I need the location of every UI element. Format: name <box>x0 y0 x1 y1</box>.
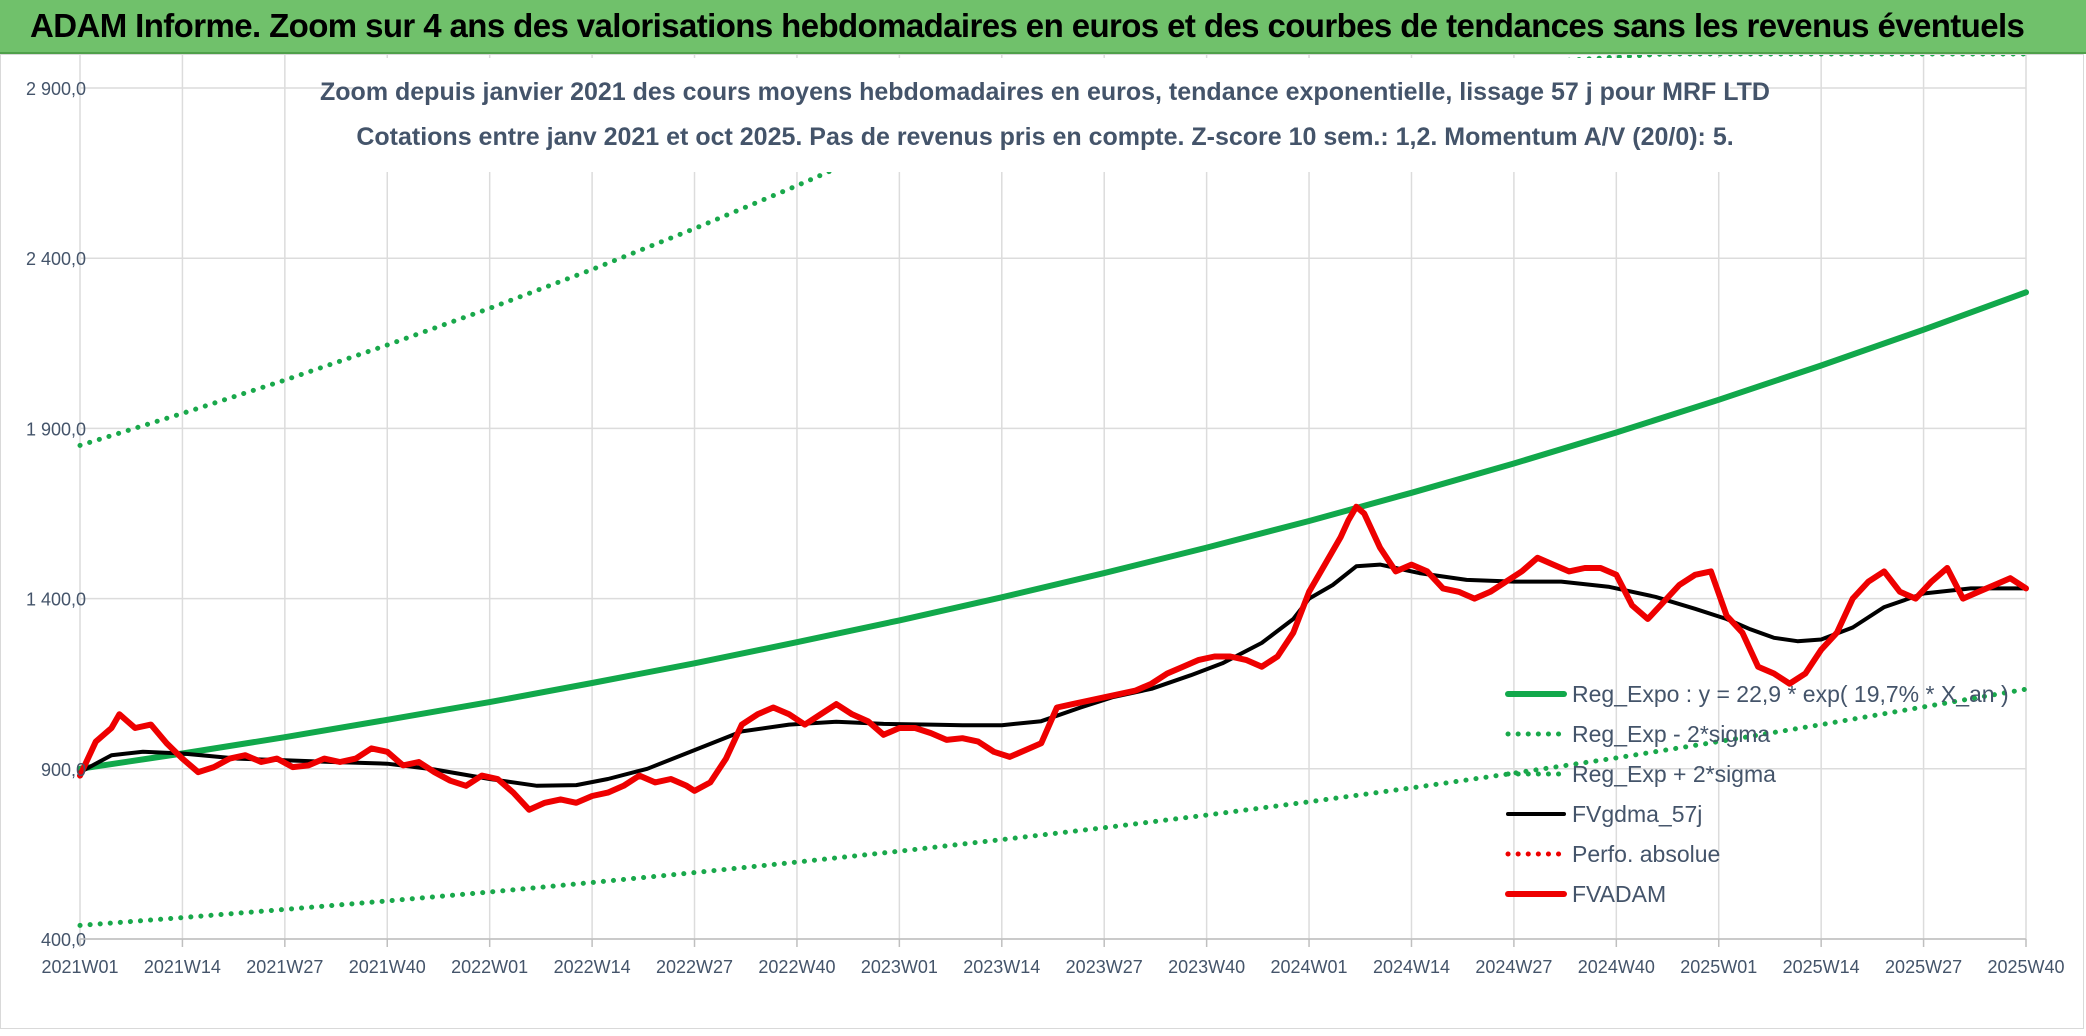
x-tick-label: 2023W40 <box>1168 957 1245 977</box>
legend-label: FVgdma_57j <box>1572 801 1702 827</box>
x-tick-label: 2021W01 <box>41 957 118 977</box>
legend-label: Perfo. absolue <box>1572 841 1720 867</box>
gridlines <box>79 54 2027 940</box>
series-layer <box>77 51 2029 928</box>
x-tick-label: 2023W27 <box>1066 957 1143 977</box>
chart-subtitle: Cotations entre janv 2021 et oct 2025. P… <box>356 123 1733 151</box>
chart-title: Zoom depuis janvier 2021 des cours moyen… <box>320 78 1770 106</box>
legend-label: Reg_Exp + 2*sigma <box>1572 761 1776 787</box>
report-title: ADAM Informe. Zoom sur 4 ans des valoris… <box>30 7 2025 44</box>
x-tick-label: 2024W27 <box>1475 957 1552 977</box>
legend-label: FVADAM <box>1572 881 1666 907</box>
y-tick-label: 2 400,0 <box>26 249 86 269</box>
x-tick-label: 2025W14 <box>1783 957 1860 977</box>
title-backdrop <box>358 58 1730 172</box>
x-tick-label: 2022W40 <box>758 957 835 977</box>
x-tick-label: 2024W40 <box>1578 957 1655 977</box>
x-tick-label: 2025W27 <box>1885 957 1962 977</box>
y-tick-label: 900,0 <box>41 760 86 780</box>
x-tick-label: 2022W14 <box>554 957 631 977</box>
x-tick-label: 2023W01 <box>861 957 938 977</box>
chart-titles: Zoom depuis janvier 2021 des cours moyen… <box>320 58 1770 172</box>
x-tick-label: 2022W01 <box>451 957 528 977</box>
series-line-fvgdma-57j <box>78 562 2028 788</box>
series-line-fvadam <box>77 503 2029 813</box>
y-tick-label: 1 900,0 <box>26 419 86 439</box>
x-tick-label: 2023W14 <box>963 957 1040 977</box>
y-tick-label: 1 400,0 <box>26 590 86 610</box>
x-tick-label: 2024W01 <box>1271 957 1348 977</box>
x-tick-label: 2025W40 <box>1987 957 2064 977</box>
report-banner: ADAM Informe. Zoom sur 4 ans des valoris… <box>0 0 2086 54</box>
y-tick-label: 2 900,0 <box>26 79 86 99</box>
axes: 400,0 900,0 1 400,0 1 900,0 2 400,0 2 900,0 20… <box>26 79 2065 977</box>
legend-label: Reg_Exp - 2*sigma <box>1572 721 1770 747</box>
x-tick-label: 2021W40 <box>349 957 426 977</box>
legend: Reg_Expo : y = 22,9 * exp( 19,7% * X_an … <box>1505 681 2009 907</box>
y-tick-label: 400,0 <box>41 930 86 950</box>
x-tick-label: 2025W01 <box>1680 957 1757 977</box>
series-line-reg-exp <box>77 686 2029 928</box>
x-tick-label: 2024W14 <box>1373 957 1450 977</box>
x-tick-label: 2021W27 <box>246 957 323 977</box>
legend-label: Reg_Expo : y = 22,9 * exp( 19,7% * X_an … <box>1572 681 2009 707</box>
x-tick-label: 2022W27 <box>656 957 733 977</box>
series-line-reg-expo <box>77 289 2029 772</box>
x-tick-label: 2021W14 <box>144 957 221 977</box>
chart-area: 400,0 900,0 1 400,0 1 900,0 2 400,0 2 900,0 20… <box>0 51 2086 1031</box>
chart-svg: 400,0 900,0 1 400,0 1 900,0 2 400,0 2 900,0 20… <box>26 51 2065 977</box>
